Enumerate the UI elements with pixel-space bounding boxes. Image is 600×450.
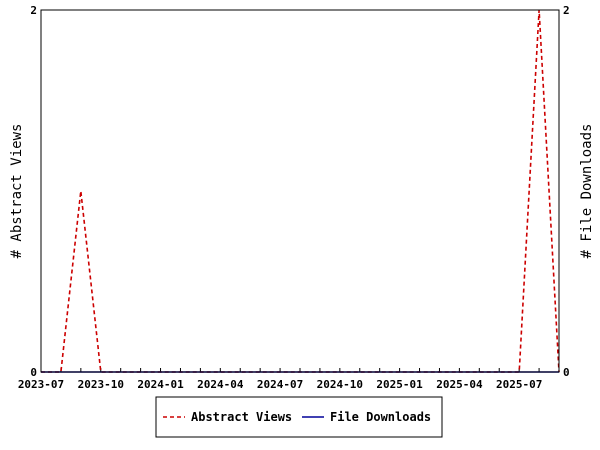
y-axis-right-title: # File Downloads [579, 124, 595, 259]
y-right-tick-label: 2 [563, 4, 570, 17]
y-left-tick-label: 2 [30, 4, 37, 17]
y-left-tick-label: 0 [30, 366, 37, 379]
x-tick-label: 2023-07 [18, 378, 64, 391]
x-tick-label: 2025-01 [376, 378, 423, 391]
legend-box [155, 396, 443, 438]
x-tick-label: 2025-07 [496, 378, 542, 391]
x-tick-label: 2024-01 [137, 378, 184, 391]
y-axis-left-title: # Abstract Views [9, 124, 25, 259]
x-tick-label: 2024-04 [197, 378, 244, 391]
legend-label: Abstract Views [191, 410, 292, 424]
legend: Abstract Views File Downloads [155, 396, 443, 438]
plot-frame [40, 9, 560, 373]
plot-background [41, 10, 559, 372]
tick-labels: 2023-07 2023-10 2024-01 2024-04 2024-07 2024-… [18, 4, 570, 391]
y-right-tick-label: 0 [563, 366, 570, 379]
x-tick-label: 2024-07 [257, 378, 303, 391]
legend-label: File Downloads [330, 410, 431, 424]
x-tick-label: 2023-10 [78, 378, 124, 391]
plot-border [40, 9, 560, 373]
x-tick-label: 2025-04 [436, 378, 483, 391]
plot-area [41, 10, 559, 372]
x-tick-label: 2024-10 [317, 378, 363, 391]
